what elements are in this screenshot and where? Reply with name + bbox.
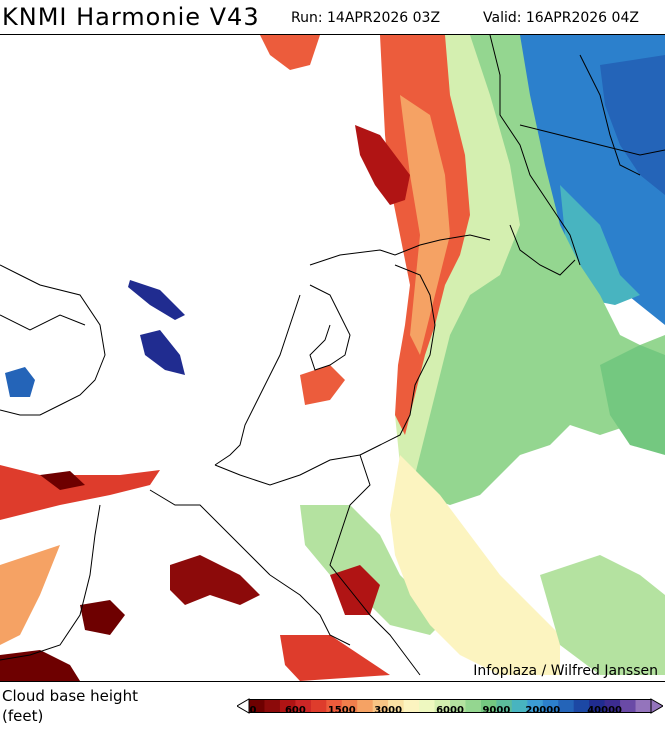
cloud-patch-blue-2 xyxy=(140,330,185,375)
colorbar-swatch xyxy=(589,699,606,713)
cloud-band-green-east-mid xyxy=(600,345,665,455)
colorbar-swatch xyxy=(341,699,358,713)
colorbar-swatch xyxy=(419,699,436,713)
colorbar-swatch xyxy=(635,699,652,713)
colorbar-swatch xyxy=(279,699,296,713)
cloud-band-red-west xyxy=(0,465,160,520)
colorbar-swatch xyxy=(465,699,482,713)
colorbar-swatch xyxy=(372,699,389,713)
colorbar-swatch xyxy=(264,699,281,713)
cloud-band-darkred-south2 xyxy=(80,600,125,635)
colorbar-max-arrow xyxy=(650,698,663,714)
cloud-patch-blue-3 xyxy=(5,367,35,397)
colorbar-swatch xyxy=(310,699,327,713)
colorbar-swatch xyxy=(527,699,544,713)
colorbar-swatch xyxy=(496,699,513,713)
cloud-band-lightgreen xyxy=(395,35,520,495)
colorbar-tick-label: 9000 xyxy=(482,705,511,716)
legend-title-line2: (feet) xyxy=(2,707,44,725)
colorbar-tick-label: 40000 xyxy=(587,705,623,716)
model-title: KNMI Harmonie V43 xyxy=(2,3,260,31)
coastlines xyxy=(0,35,665,676)
cloud-band-peach-coast xyxy=(400,95,450,355)
header: KNMI Harmonie V43 Run: 14APR2026 03Z Val… xyxy=(0,0,665,34)
colorbar-tick-label: 1500 xyxy=(327,705,356,716)
cloud-band-peach-west xyxy=(0,545,60,645)
colorbar-swatch xyxy=(558,699,575,713)
colorbar-tick-label: 0 xyxy=(249,705,257,716)
cloud-patch-blue-1 xyxy=(128,280,185,320)
colorbar-swatch xyxy=(511,699,528,713)
cloud-band-red-north xyxy=(260,35,320,70)
colorbar-swatch xyxy=(326,699,343,713)
colorbar-min-arrow xyxy=(237,698,250,714)
weather-map: Infoplaza / Wilfred Janssen xyxy=(0,34,665,682)
map-credit: Infoplaza / Wilfred Janssen xyxy=(473,663,658,679)
colorbar-swatch xyxy=(450,699,466,713)
colorbar-swatch xyxy=(295,699,312,713)
cloud-band-green-se xyxy=(540,555,665,675)
colorbar-swatch xyxy=(480,699,497,713)
cloud-band-yellow xyxy=(390,455,560,675)
colorbar-swatch xyxy=(620,699,637,713)
colorbar-tick-label: 600 xyxy=(284,705,306,716)
colorbar-swatch xyxy=(357,699,374,713)
colorbar-swatch xyxy=(573,699,590,713)
colorbar-swatch xyxy=(249,699,265,713)
map-canvas: Infoplaza / Wilfred Janssen xyxy=(0,35,665,681)
colorbar-tick-label: 20000 xyxy=(525,705,561,716)
cloud-band-green-south xyxy=(300,505,450,635)
colorbar-swatch xyxy=(388,699,405,713)
colorbar-tick-label: 6000 xyxy=(436,705,464,716)
cloud-band-darkred-west xyxy=(40,471,85,490)
cloud-band-darkblue-east xyxy=(600,55,665,195)
cloud-band-orange-land xyxy=(300,365,345,405)
legend-title-line1: Cloud base height xyxy=(2,687,138,705)
cloud-band-darkred-sw xyxy=(0,650,80,681)
run-time: Run: 14APR2026 03Z xyxy=(291,10,441,26)
colorbar-swatch xyxy=(403,699,420,713)
legend-title: Cloud base height (feet) xyxy=(2,686,138,726)
colorbar-swatch xyxy=(604,699,621,713)
valid-time: Valid: 16APR2026 04Z xyxy=(483,10,639,26)
cloud-band-red-southeast xyxy=(330,565,380,615)
colorbar-swatch xyxy=(542,699,559,713)
cloud-band-darkred-coast xyxy=(355,125,410,205)
colorbar-swatch xyxy=(434,699,451,713)
cloud-band-darkred-south xyxy=(170,555,260,605)
colorbar xyxy=(237,698,663,714)
colorbar-tick-label: 3000 xyxy=(374,705,403,716)
cloud-band-red-south xyxy=(280,635,390,681)
